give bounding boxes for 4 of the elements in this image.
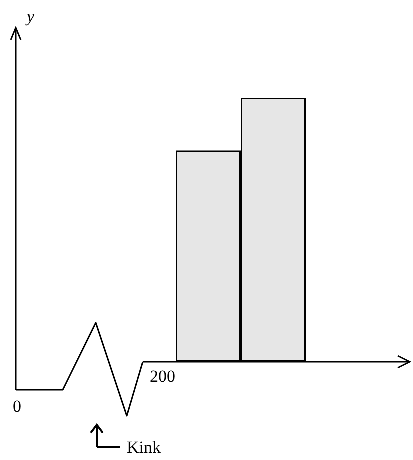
text: 200 (150, 367, 176, 386)
text: 0 (13, 397, 22, 416)
text: y (27, 7, 35, 26)
text: Kink (127, 438, 161, 457)
